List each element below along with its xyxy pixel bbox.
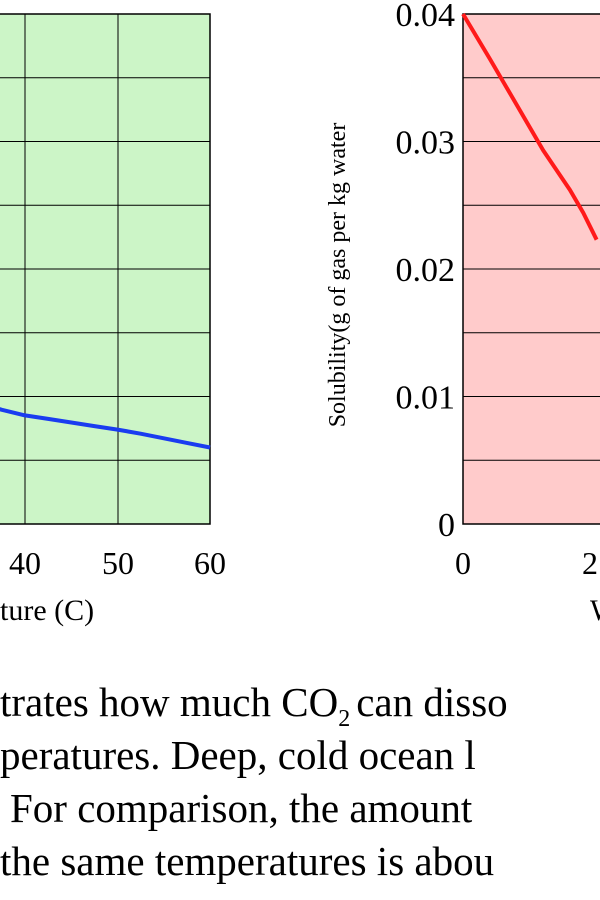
plot-frame xyxy=(0,13,211,525)
series-line xyxy=(461,12,599,241)
caption-line-3: For comparison, the amount xyxy=(10,785,473,831)
x-tick-label: 0 xyxy=(455,545,471,581)
solubility-chart: 0 0.01 0.02 0.03 0.04 0 2 W Solubility(g of gas … xyxy=(325,0,600,627)
x-tick-label: 40 xyxy=(9,545,41,581)
y-tick-label: 0.03 xyxy=(396,125,456,162)
x-axis-label: ture (C) xyxy=(0,594,94,627)
co2-subscript: 2 xyxy=(338,706,351,732)
x-tick-label: 60 xyxy=(194,545,226,581)
caption-line-1-text-end: can disso xyxy=(356,679,508,725)
caption-line-4: the same temperatures is abou xyxy=(0,838,495,884)
chart-area: 40 50 60 ture (C) 0 0.01 0.02 0.03 0.04 0 2 W Solub… xyxy=(0,0,600,627)
caption-line-1: trates how much CO2 can disso xyxy=(0,676,600,732)
caption-line-2: peratures. Deep, cold ocean l xyxy=(0,732,476,778)
y-tick-label: 0 xyxy=(438,507,455,544)
x-axis-label: W xyxy=(590,594,600,627)
y-tick-label: 0.04 xyxy=(396,0,456,34)
caption-line-1-text: trates how much CO xyxy=(0,679,339,725)
temperature-chart: 40 50 60 ture (C) xyxy=(0,13,226,627)
y-tick-label: 0.01 xyxy=(396,380,456,417)
series-line xyxy=(0,407,211,450)
x-tick-label: 50 xyxy=(102,545,134,581)
plot-frame xyxy=(462,13,600,525)
y-axis-label: Solubility(g of gas per kg water xyxy=(325,123,351,428)
y-tick-label: 0.02 xyxy=(396,252,456,289)
x-tick-label: 2 xyxy=(582,545,598,581)
caption-text: trates how much CO2 can disso peratures. … xyxy=(0,676,600,888)
